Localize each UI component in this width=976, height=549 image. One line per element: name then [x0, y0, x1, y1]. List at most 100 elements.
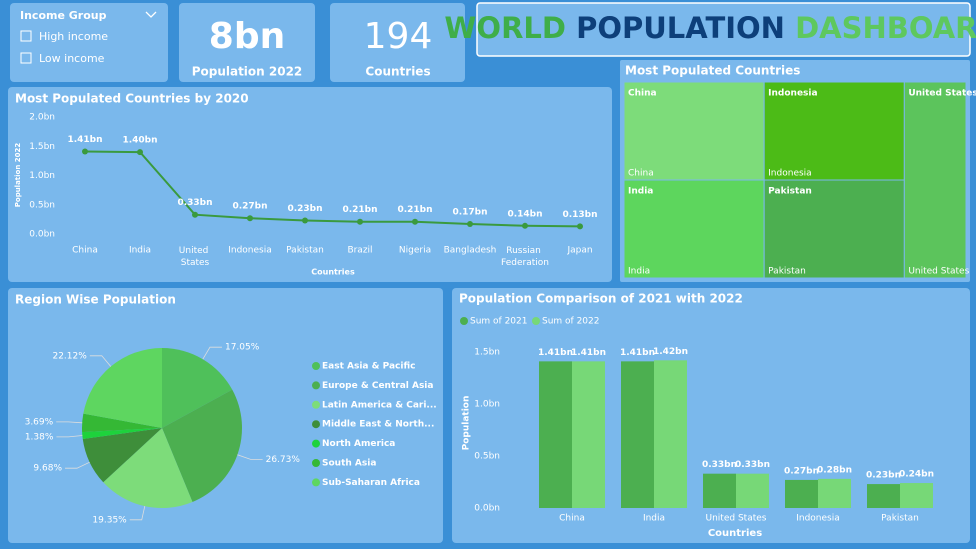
value-label: 1.42bn	[653, 347, 688, 357]
slice	[103, 428, 193, 508]
slice	[82, 413, 162, 433]
y-tick-label: 0.5bn	[29, 200, 55, 210]
y-tick-label: 0.0bn	[29, 230, 55, 240]
x-tick-label: Brazil	[347, 246, 372, 256]
x-tick-label: Pakistan	[286, 246, 324, 256]
point	[137, 149, 143, 156]
slicer-item[interactable]: High income	[39, 30, 108, 43]
value-label: 1.41bn	[620, 348, 655, 358]
y-tick-label: 1.0bn	[29, 171, 55, 181]
legend-swatch	[312, 362, 320, 370]
point	[357, 218, 363, 225]
x-tick-label: Indonesia	[228, 246, 272, 256]
value-label: 1.41bn	[67, 135, 102, 145]
checkbox[interactable]	[20, 52, 32, 64]
x-tick-label: Nigeria	[399, 246, 431, 256]
x-tick-label: Pakistan	[881, 514, 919, 524]
slicer-item[interactable]: Low income	[39, 52, 105, 65]
point	[302, 217, 308, 224]
legend-swatch	[312, 381, 320, 390]
legend-label: Middle East & North...	[322, 420, 434, 430]
y-axis-title: Population	[462, 396, 472, 451]
title-word: DASHBOARD	[795, 11, 976, 45]
leader-line	[129, 506, 146, 521]
value-label: 1.41bn	[538, 348, 573, 358]
slice	[82, 428, 162, 483]
legend-label: South Asia	[322, 459, 376, 469]
value-label: 0.23bn	[866, 471, 901, 481]
x-tick-label: India	[643, 514, 665, 524]
legend-swatch	[312, 420, 320, 429]
title-word: POPULATION	[576, 11, 785, 45]
value-label: 22.12%	[52, 351, 87, 361]
value-label: 1.38%	[25, 432, 54, 442]
value-label: 0.27bn	[232, 202, 267, 212]
legend-swatch	[460, 317, 468, 325]
chart-title: Most Populated Countries by 2020	[15, 92, 249, 106]
legend-label: Sub-Saharan Africa	[322, 478, 420, 488]
slicer-title: Income Group	[20, 9, 107, 22]
value-label: 26.73%	[266, 455, 301, 465]
leader-line	[56, 435, 83, 438]
tile-footer: United States	[908, 267, 969, 277]
legend-label: Europe & Central Asia	[322, 381, 433, 391]
value-label: 0.21bn	[397, 205, 432, 215]
legend-swatch	[312, 459, 320, 467]
value-label: 0.14bn	[507, 209, 542, 219]
y-tick-label: 1.5bn	[29, 142, 55, 152]
legend-label: East Asia & Pacific	[322, 362, 415, 372]
bar	[785, 479, 818, 508]
x-tick-label: United States	[179, 246, 211, 268]
bar	[818, 478, 851, 508]
value-label: 0.27bn	[784, 466, 819, 476]
leader-line	[237, 454, 263, 460]
bar	[539, 361, 572, 508]
tile-label: India	[628, 187, 653, 197]
legend-label: Sum of 2022	[542, 317, 600, 327]
point	[577, 223, 583, 230]
value-label: 1.40bn	[122, 136, 157, 146]
point	[82, 148, 88, 155]
value-label: 0.28bn	[817, 465, 852, 475]
leader-line	[202, 346, 222, 360]
y-tick-label: 0.0bn	[474, 504, 500, 514]
tile	[903, 81, 967, 279]
tile-label: China	[628, 89, 657, 99]
value-label: 0.23bn	[287, 204, 322, 214]
value-label: 0.17bn	[452, 208, 487, 218]
x-tick-label: China	[559, 514, 585, 524]
leader-line	[65, 461, 90, 469]
y-tick-label: 1.0bn	[474, 400, 500, 410]
value-label: 0.21bn	[342, 205, 377, 215]
point	[192, 211, 198, 218]
checkbox[interactable]	[20, 30, 32, 42]
value-label: 0.33bn	[735, 460, 770, 470]
tile	[623, 81, 765, 181]
x-tick-label: India	[129, 246, 151, 256]
bar	[654, 360, 687, 508]
header-panel	[476, 2, 971, 57]
leader-line	[89, 355, 112, 367]
tile-label: United States	[908, 89, 976, 99]
bar	[572, 361, 605, 508]
value-label: 0.24bn	[899, 470, 934, 480]
slice	[162, 348, 233, 428]
x-tick-label: China	[72, 246, 98, 256]
value-label: 1.41bn	[571, 348, 606, 358]
tile	[623, 179, 765, 279]
card-value: 8bn	[209, 16, 285, 57]
tile-footer: India	[628, 267, 650, 277]
title-word: WORLD	[444, 11, 566, 45]
card-label: Population 2022	[192, 65, 303, 79]
dropdown-icon[interactable]	[145, 11, 157, 18]
chart-title: Most Populated Countries	[625, 64, 800, 78]
line-panel	[8, 87, 612, 282]
bar	[867, 484, 900, 508]
bar	[621, 361, 654, 508]
card-panel	[179, 3, 315, 82]
slice	[162, 389, 242, 502]
legend-label: Sum of 2021	[470, 317, 528, 327]
slice	[82, 428, 162, 439]
